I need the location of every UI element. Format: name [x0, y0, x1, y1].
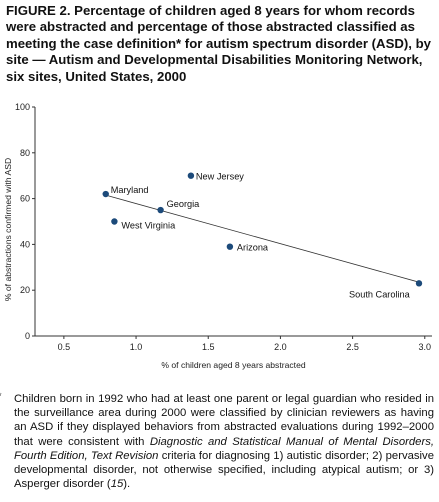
trendline: [105, 194, 420, 283]
point-label: New Jersey: [196, 172, 244, 182]
x-tick-label: 1.0: [130, 342, 143, 352]
point-label: South Carolina: [349, 289, 411, 299]
x-tick-label: 1.5: [202, 342, 215, 352]
data-point: [187, 172, 195, 179]
footnote-text-3: ).: [123, 478, 131, 491]
point-labels: Maryland New Jersey Georgia West Virginia Ar…: [111, 172, 411, 300]
y-tick-label: 60: [20, 194, 30, 204]
data-points: [102, 172, 423, 287]
y-tick-label: 0: [25, 331, 30, 341]
chart-axes: 0 20 40 60 80 100 0.5 1.0 1.5 2.0 2.5 3.0: [15, 102, 432, 352]
y-tick-label: 100: [15, 102, 30, 112]
point-label: Georgia: [167, 199, 201, 209]
point-label: West Virginia: [121, 221, 176, 231]
footnote-text-1: Children born in 1992 who had at least o…: [14, 393, 434, 448]
footnote: *Children born in 1992 who had at least …: [0, 389, 435, 491]
footnote-text-2: criteria for diagnosing 1) autistic diso…: [14, 449, 434, 491]
y-tick-label: 40: [20, 239, 30, 249]
footnote-mark: *: [0, 389, 14, 403]
data-point: [102, 190, 109, 198]
footnote-text-italic: Diagnostic and Statistical Manual of Men…: [14, 435, 435, 462]
data-point: [415, 280, 423, 287]
data-point: [157, 206, 164, 214]
point-label: Arizona: [237, 243, 269, 253]
figure-title: FIGURE 2. Percentage of children aged 8 …: [6, 3, 432, 84]
data-point: [226, 243, 234, 250]
data-point: [111, 218, 118, 225]
y-tick-label: 20: [20, 285, 30, 295]
x-tick-label: 3.0: [419, 342, 432, 352]
x-axis-label: % of children aged 8 years abstracted: [161, 360, 305, 370]
x-tick-label: 2.5: [346, 342, 359, 352]
footnote-reference: 15: [110, 478, 124, 491]
y-tick-label: 80: [20, 148, 30, 158]
y-axis-label: % of abstractions confirmed with ASD: [3, 158, 13, 301]
x-tick-label: 0.5: [58, 342, 71, 352]
point-label: Maryland: [111, 185, 149, 195]
x-tick-label: 2.0: [274, 342, 287, 352]
